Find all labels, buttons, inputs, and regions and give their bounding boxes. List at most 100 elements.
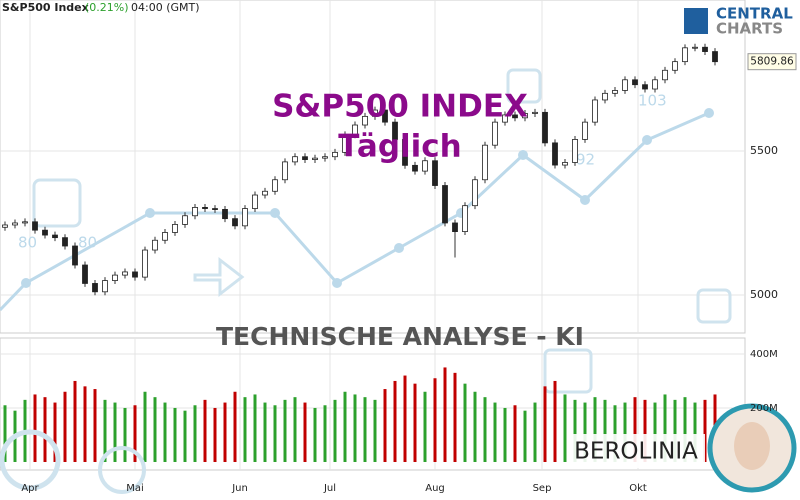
- volume-bar: [43, 397, 47, 462]
- avatar-face: [734, 422, 770, 470]
- candle-body: [442, 185, 448, 224]
- candle-body: [412, 164, 418, 172]
- candle-body: [222, 209, 228, 220]
- volume-tick-label: 200M: [750, 403, 778, 414]
- watermark-circle: [98, 446, 146, 494]
- volume-bar: [263, 402, 267, 462]
- volume-bar: [83, 386, 87, 462]
- candle-body: [362, 115, 368, 126]
- x-tick-label: Jun: [231, 483, 248, 494]
- volume-bar: [453, 372, 457, 462]
- candle-body: [42, 229, 48, 236]
- candle-body: [382, 109, 388, 123]
- candle-body: [232, 218, 238, 227]
- candle-body: [112, 274, 118, 281]
- watermark-label: 92: [576, 151, 595, 169]
- candle-body: [602, 92, 608, 101]
- candle-body: [122, 271, 128, 276]
- candle-body: [272, 179, 278, 192]
- volume-bar: [513, 405, 517, 462]
- candle-body: [502, 114, 508, 123]
- candle-body: [22, 221, 28, 224]
- last-price-box: [747, 53, 797, 71]
- volume-bar: [433, 378, 437, 462]
- candle-body: [672, 61, 678, 71]
- candle-body: [32, 221, 38, 231]
- candle-body: [82, 264, 88, 284]
- candle-body: [682, 47, 688, 63]
- volume-bar: [673, 399, 677, 462]
- x-tick-label: Sep: [533, 483, 552, 494]
- volume-bar: [563, 394, 567, 462]
- volume-bar: [693, 402, 697, 462]
- volume-bar: [143, 391, 147, 462]
- volume-bar: [163, 402, 167, 462]
- candle-body: [462, 205, 468, 233]
- volume-bar: [663, 394, 667, 462]
- candle-body: [592, 99, 598, 123]
- candle-body: [532, 111, 538, 114]
- candle-body: [552, 142, 558, 166]
- volume-bar: [253, 394, 257, 462]
- candle-body: [62, 237, 68, 247]
- volume-bar: [313, 407, 317, 462]
- candle-body: [472, 179, 478, 207]
- candle-body: [142, 249, 148, 278]
- candle-body: [152, 239, 158, 251]
- volume-bar: [233, 391, 237, 462]
- candle-body: [392, 121, 398, 140]
- logo-icon: [684, 8, 708, 34]
- volume-bar: [173, 407, 177, 462]
- candle-body: [642, 84, 648, 90]
- candle-body: [12, 222, 18, 226]
- x-tick-label: Apr: [21, 483, 39, 494]
- volume-bar: [633, 397, 637, 462]
- volume-bar: [383, 389, 387, 462]
- candle-body: [132, 271, 138, 278]
- x-tick-label: Aug: [425, 483, 445, 494]
- candle-body: [662, 69, 668, 81]
- volume-bar: [493, 402, 497, 462]
- candle-body: [162, 232, 168, 241]
- watermark-arrow: [193, 256, 245, 298]
- candle-body: [332, 151, 338, 158]
- volume-bar: [613, 405, 617, 462]
- candle-body: [632, 79, 638, 86]
- volume-bar: [193, 405, 197, 462]
- logo-text: CENTRAL: [716, 5, 793, 23]
- candle-body: [52, 234, 58, 239]
- candle-body: [712, 51, 718, 63]
- candle-body: [352, 124, 358, 136]
- candle-body: [372, 109, 378, 117]
- watermark-labels: 80 80 92 103: [18, 92, 667, 252]
- y-tick-label: 5000: [750, 288, 778, 301]
- candle-body: [562, 162, 568, 166]
- volume-bar: [273, 405, 277, 462]
- volume-bar: [153, 397, 157, 462]
- x-tick-label: Okt: [629, 483, 647, 494]
- candle-body: [432, 160, 438, 186]
- volume-bar: [583, 402, 587, 462]
- volume-bar: [213, 407, 217, 462]
- candle-body: [452, 222, 458, 233]
- volume-bar: [123, 407, 127, 462]
- candle-body: [252, 194, 258, 209]
- logo-text: CHARTS: [716, 20, 783, 38]
- volume-bar: [623, 402, 627, 462]
- candle-body: [242, 208, 248, 227]
- volume-bar: [553, 380, 557, 462]
- volume-bar: [293, 397, 297, 462]
- candle-body: [292, 156, 298, 163]
- volume-bar: [303, 402, 307, 462]
- volume-bar: [403, 375, 407, 462]
- volume-bar: [423, 391, 427, 462]
- watermark-label: 80: [18, 234, 37, 252]
- volume-bar: [353, 394, 357, 462]
- candle-body: [572, 139, 578, 163]
- candle-body: [522, 113, 528, 119]
- watermark-icon: [32, 178, 82, 228]
- volume-bar: [53, 402, 57, 462]
- volume-bar: [203, 399, 207, 462]
- volume-bar: [343, 391, 347, 462]
- candle-body: [102, 280, 108, 293]
